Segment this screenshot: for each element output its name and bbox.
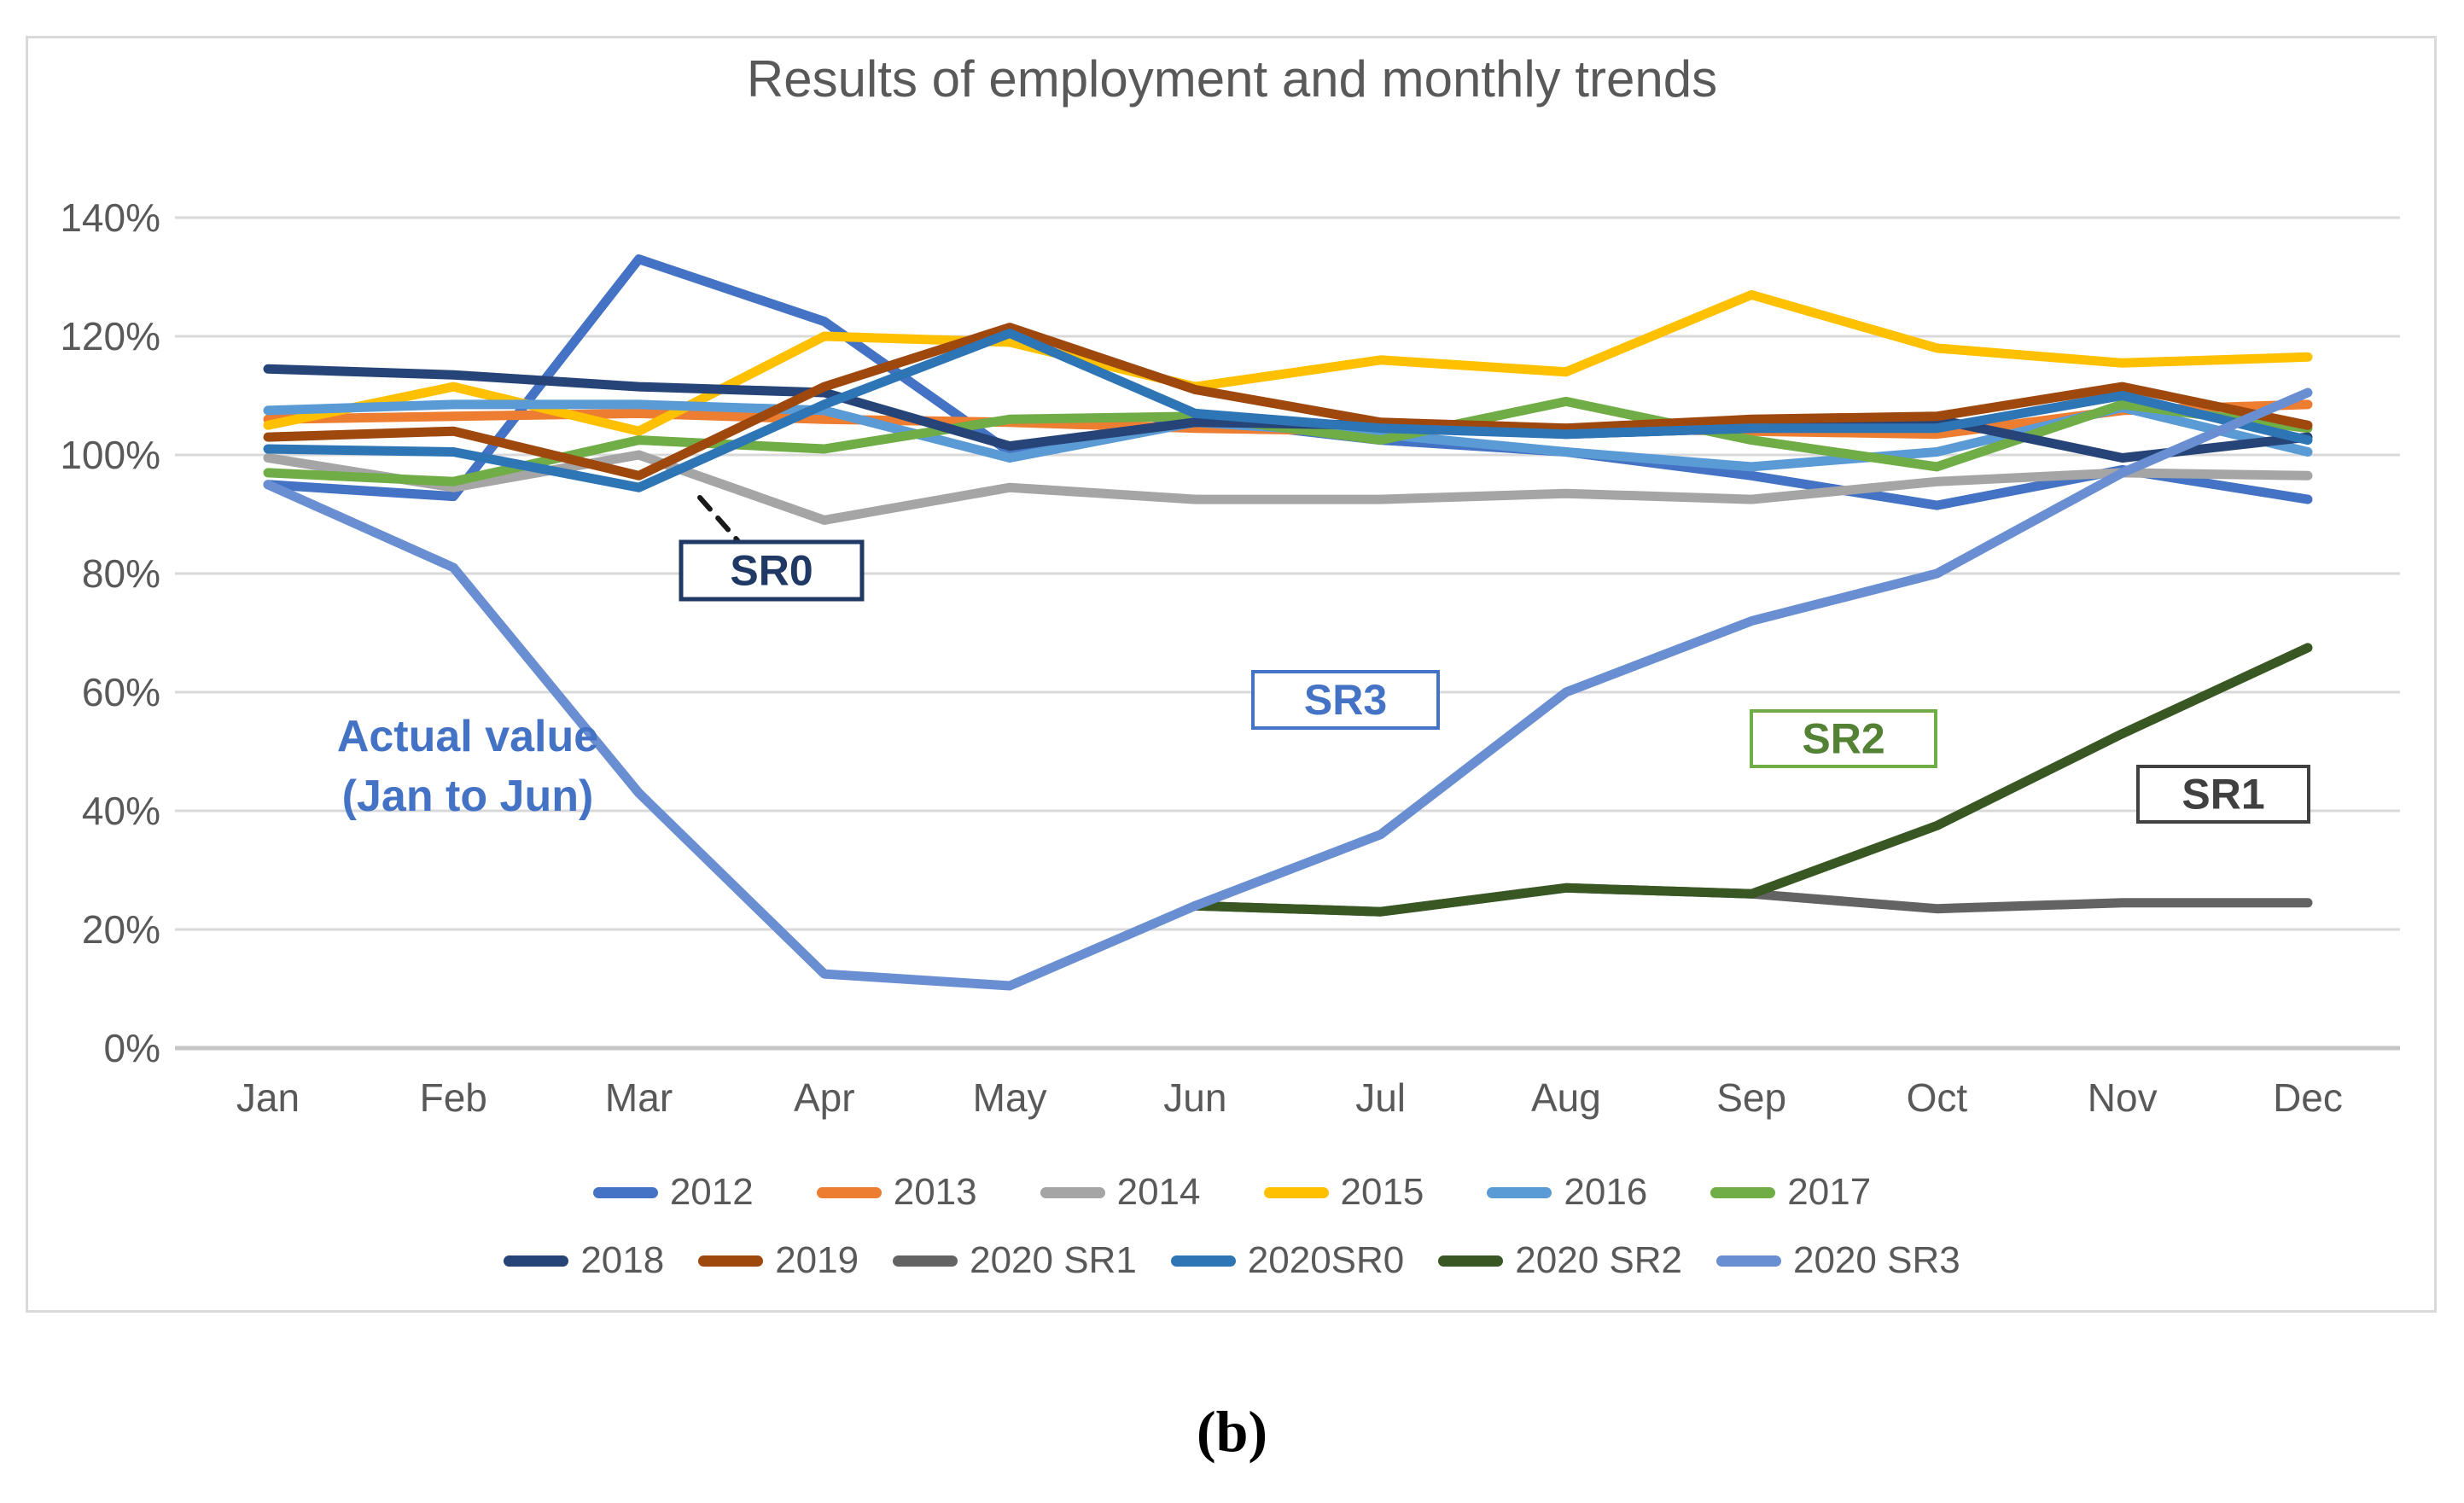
legend-label: 2016 <box>1564 1171 1648 1213</box>
series-line-2019 <box>263 323 2313 481</box>
legend-swatch <box>1715 1255 1781 1267</box>
annotation-label-sr2: SR2 <box>1802 715 1884 763</box>
annotation-box-sr2 <box>1750 709 1937 768</box>
legend-swatch <box>1487 1186 1552 1198</box>
legend-item-2014: 2014 <box>1040 1171 1201 1214</box>
legend-item-2015: 2015 <box>1263 1171 1424 1214</box>
legend-label: 2020 SR1 <box>970 1239 1137 1281</box>
figure-caption: (b) <box>1196 1399 1268 1464</box>
series-line-2020sr0 <box>263 329 2313 492</box>
x-tick-label-feb: Feb <box>420 1075 487 1120</box>
x-tick-label-may: May <box>973 1075 1047 1120</box>
chart-frame <box>26 36 2437 1313</box>
legend-swatch <box>1438 1255 1504 1267</box>
legend-swatch <box>504 1255 569 1267</box>
legend-swatch <box>1170 1255 1236 1267</box>
series-line-2014 <box>263 450 2313 525</box>
y-tick-label: 140% <box>60 195 160 240</box>
legend-row-1: 2012 2013 2014 2015 2016 2017 <box>0 1171 2464 1214</box>
x-tick-label-mar: Mar <box>605 1075 673 1120</box>
legend-label: 2014 <box>1116 1171 1201 1213</box>
x-tick-label-aug: Aug <box>1531 1075 1601 1120</box>
legend-label: 2013 <box>893 1171 977 1213</box>
annotation-label-sr0: SR0 <box>730 547 813 595</box>
annotation-box-sr0 <box>679 539 865 602</box>
legend-item-2013: 2013 <box>816 1171 977 1214</box>
legend-label: 2020SR0 <box>1247 1239 1405 1281</box>
legend-swatch <box>592 1186 658 1198</box>
annotations-group: SR0 SR3 SR2 SR1 Actual value (Jan to Jun) <box>337 495 2310 824</box>
legend-swatch <box>893 1255 958 1267</box>
legend-label: 2019 <box>775 1239 859 1281</box>
legend-swatch <box>1710 1186 1776 1198</box>
chart-title: Results of employment and monthly trends <box>746 50 1718 108</box>
annotation-label-sr1: SR1 <box>2181 771 2264 818</box>
legend-item-2020sr0: 2020SR0 <box>1170 1239 1405 1282</box>
annotation-box-sr1 <box>2136 765 2310 824</box>
axis-labels-group: 0% 20% 40% 60% 80% 100% 120% 140% Jan Feb Mar Apr Ma… <box>60 195 2343 1120</box>
legend-item-2020-sr1: 2020 SR1 <box>893 1239 1137 1282</box>
x-tick-label-jun: Jun <box>1163 1075 1226 1120</box>
legend-item-2016: 2016 <box>1487 1171 1647 1214</box>
sr0-pointer-dashed-line <box>697 495 740 543</box>
legend-label: 2017 <box>1787 1171 1872 1213</box>
legend-item-2012: 2012 <box>592 1171 754 1214</box>
legend-label: 2012 <box>669 1171 754 1213</box>
series-line-2015 <box>263 289 2313 436</box>
legend-swatch <box>1040 1186 1105 1198</box>
annotation-box-sr3 <box>1251 670 1440 730</box>
series-line-2020-sr2 <box>1190 643 2313 917</box>
x-tick-label-sep: Sep <box>1716 1075 1786 1120</box>
legend-label: 2020 SR2 <box>1515 1239 1682 1281</box>
annotation-label-sr3: SR3 <box>1304 676 1387 724</box>
x-tick-label-nov: Nov <box>2088 1075 2158 1120</box>
legend-swatch <box>698 1255 764 1267</box>
series-line-2020-sr3 <box>263 387 2313 991</box>
legend-swatch <box>1263 1186 1329 1198</box>
y-tick-label: 80% <box>82 551 160 596</box>
legend-label: 2018 <box>580 1239 665 1281</box>
y-tick-label: 100% <box>60 433 160 477</box>
legend-swatch <box>816 1186 882 1198</box>
y-tick-label: 120% <box>60 314 160 358</box>
actual-value-note-line-1: Actual value <box>337 712 598 761</box>
x-tick-label-oct: Oct <box>1907 1075 1968 1120</box>
x-tick-label-dec: Dec <box>2273 1075 2343 1120</box>
legend-row-2: 2018 2019 2020 SR1 2020SR0 2020 SR2 2020 SR3 <box>0 1239 2464 1282</box>
y-tick-label: 0% <box>104 1026 160 1070</box>
y-tick-label: 40% <box>82 789 160 833</box>
y-tick-label: 60% <box>82 670 160 714</box>
legend-label: 2015 <box>1340 1171 1424 1213</box>
actual-value-note-line-2: (Jan to Jun) <box>342 772 594 821</box>
x-tick-label-apr: Apr <box>794 1075 855 1120</box>
x-tick-label-jan: Jan <box>236 1075 300 1120</box>
legend-item-2020-sr2: 2020 SR2 <box>1438 1239 1682 1282</box>
series-lines-group <box>263 254 2313 991</box>
x-tick-label-jul: Jul <box>1355 1075 1406 1120</box>
legend-label: 2020 SR3 <box>1792 1239 1960 1281</box>
y-tick-label: 20% <box>82 907 160 952</box>
legend-item-2019: 2019 <box>698 1239 859 1282</box>
legend-item-2017: 2017 <box>1710 1171 1871 1214</box>
legend-item-2018: 2018 <box>504 1239 664 1282</box>
legend-item-2020-sr3: 2020 SR3 <box>1715 1239 1960 1282</box>
